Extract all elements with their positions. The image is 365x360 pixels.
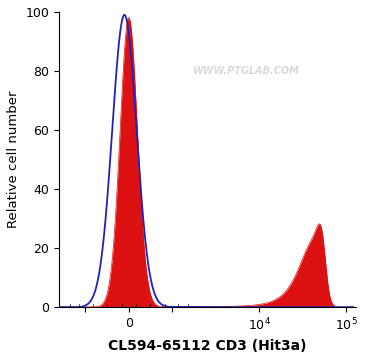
Text: WWW.PTGLAB.COM: WWW.PTGLAB.COM: [193, 66, 300, 76]
Y-axis label: Relative cell number: Relative cell number: [7, 91, 20, 228]
X-axis label: CL594-65112 CD3 (Hit3a): CL594-65112 CD3 (Hit3a): [108, 339, 307, 353]
